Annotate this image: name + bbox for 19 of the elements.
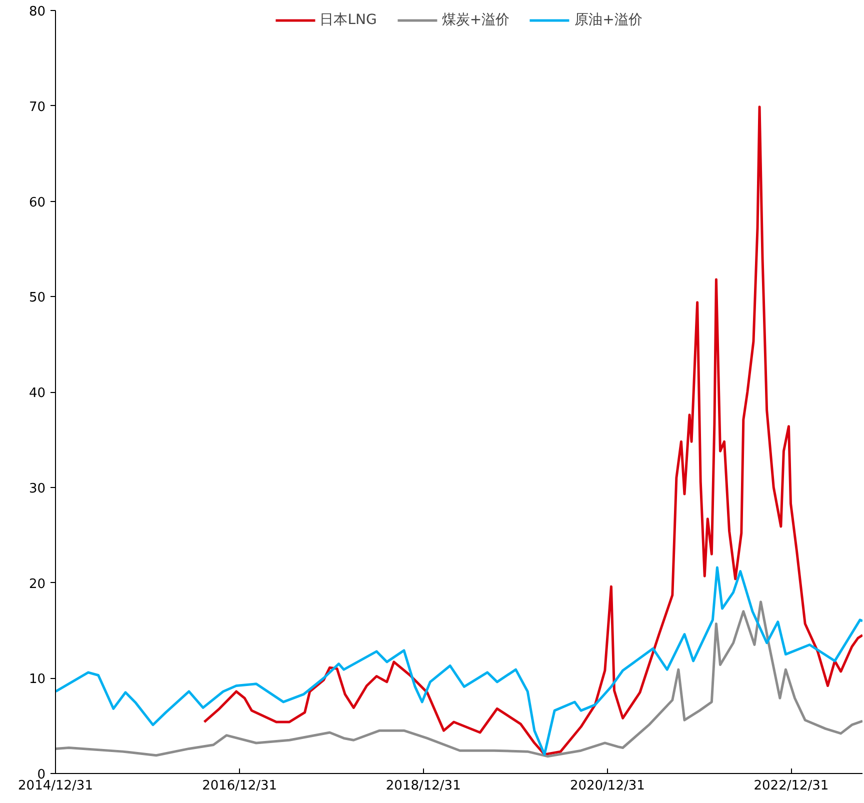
y-tick-label: 50 <box>28 290 46 306</box>
y-tick-label: 20 <box>28 576 46 592</box>
x-tick-label: 2018/12/31 <box>386 778 461 794</box>
line-series <box>56 566 862 756</box>
x-tick-label: 2014/12/31 <box>18 778 93 794</box>
legend-label: 日本LNG <box>320 11 377 29</box>
y-tick-label: 40 <box>28 386 46 401</box>
x-tick-label: 2016/12/31 <box>202 778 278 794</box>
legend-label: 原油+溢价 <box>574 11 642 29</box>
legend-label: 煤炭+溢价 <box>442 11 510 29</box>
x-tick-label: 2020/12/31 <box>570 778 645 794</box>
y-tick-label: 10 <box>28 672 46 688</box>
y-tick-label: 60 <box>28 195 46 210</box>
y-tick-label: 80 <box>28 4 46 20</box>
line-series <box>56 600 862 758</box>
y-tick-label: 70 <box>28 100 46 115</box>
x-tick-label: 2022/12/31 <box>754 778 829 794</box>
line-series <box>203 106 862 756</box>
y-tick-label: 30 <box>28 481 46 496</box>
